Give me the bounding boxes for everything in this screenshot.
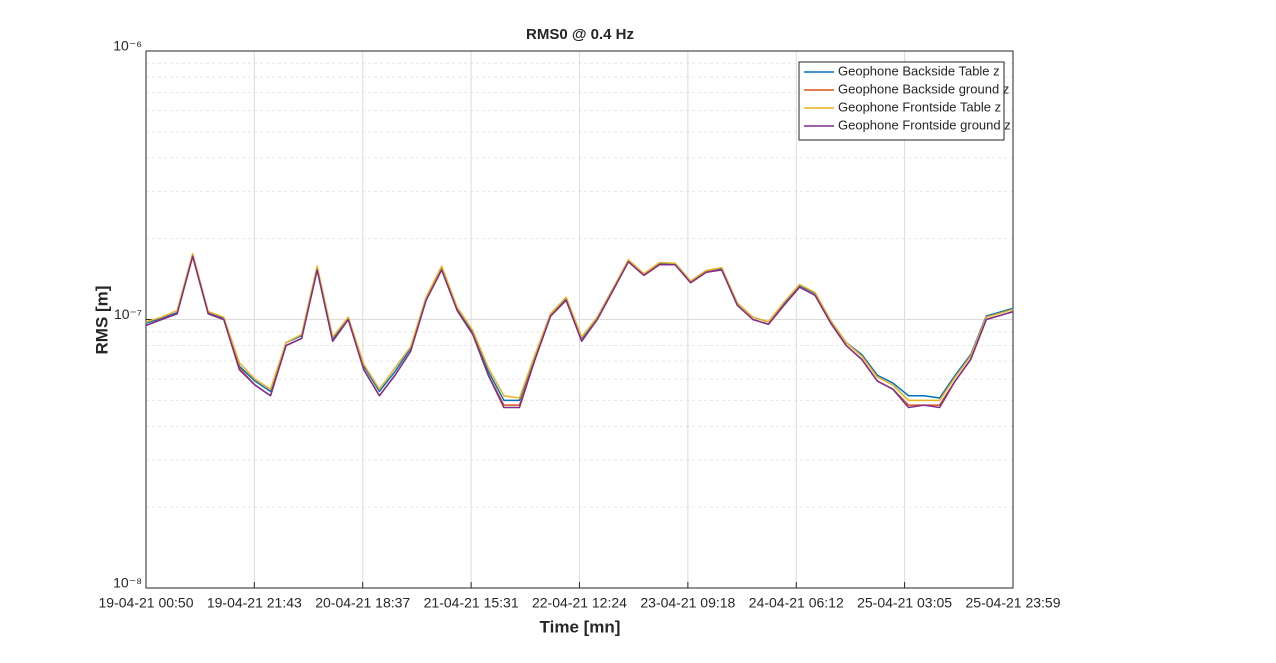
chart-title: RMS0 @ 0.4 Hz (526, 26, 634, 43)
data-line (145, 255, 1014, 409)
x-tick-label: 21-04-21 15:31 (424, 595, 519, 611)
x-tick-label: 23-04-21 09:18 (640, 595, 735, 611)
legend-label: Geophone Frontside ground z (838, 117, 1011, 132)
x-tick-label: 25-04-21 23:59 (966, 595, 1061, 611)
legend-label: Geophone Backside Table z (838, 63, 1000, 78)
x-tick-label: 24-04-21 06:12 (749, 595, 844, 611)
x-tick-label: 19-04-21 21:43 (207, 595, 302, 611)
legend-box (798, 61, 1005, 141)
x-tick-label: 22-04-21 12:24 (532, 595, 627, 611)
x-tick-label: 19-04-21 00:50 (99, 595, 194, 611)
legend-label: Geophone Frontside Table z (838, 99, 1001, 114)
legend-label: Geophone Backside ground z (838, 81, 1009, 96)
y-tick-label: 10⁻⁸ (113, 575, 142, 591)
axes-box (145, 50, 1014, 589)
y-tick-label: 10⁻⁷ (114, 306, 142, 322)
y-axis-label: RMS [m] (92, 286, 111, 355)
x-axis-label: Time [mn] (540, 617, 621, 636)
y-tick-label: 10⁻⁶ (113, 38, 142, 54)
data-line (145, 252, 1014, 402)
x-tick-label: 25-04-21 03:05 (857, 595, 952, 611)
x-tick-label: 20-04-21 18:37 (315, 595, 410, 611)
